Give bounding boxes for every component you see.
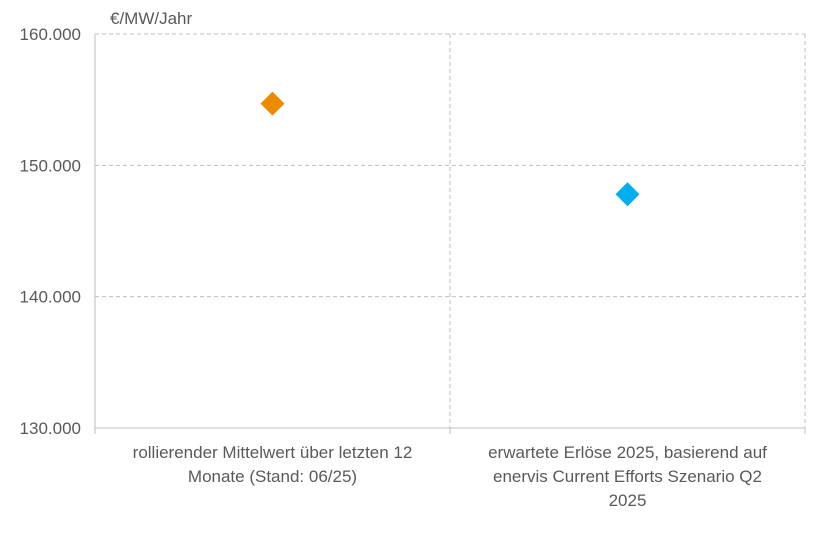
x-category-label: 2025 — [609, 491, 647, 510]
y-tick-label: 130.000 — [20, 419, 81, 438]
x-category-label: enervis Current Efforts Szenario Q2 — [493, 467, 762, 486]
x-category-label: rollierender Mittelwert über letzten 12 — [133, 443, 413, 462]
y-tick-label: 150.000 — [20, 156, 81, 175]
data-point-diamond — [615, 182, 640, 207]
y-tick-label: 160.000 — [20, 25, 81, 44]
y-tick-label: 140.000 — [20, 288, 81, 307]
x-category-label: erwartete Erlöse 2025, basierend auf — [488, 443, 767, 462]
x-category-label: Monate (Stand: 06/25) — [188, 467, 357, 486]
data-point-diamond — [260, 91, 285, 116]
y-axis-label: €/MW/Jahr — [110, 9, 193, 28]
